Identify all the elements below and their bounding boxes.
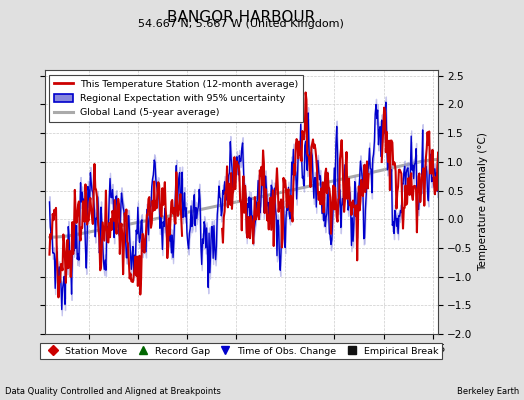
- Text: 54.667 N, 5.667 W (United Kingdom): 54.667 N, 5.667 W (United Kingdom): [138, 19, 344, 29]
- Text: Berkeley Earth: Berkeley Earth: [456, 387, 519, 396]
- Y-axis label: Temperature Anomaly (°C): Temperature Anomaly (°C): [478, 132, 488, 272]
- Text: BANGOR HARBOUR: BANGOR HARBOUR: [167, 10, 315, 25]
- Text: Data Quality Controlled and Aligned at Breakpoints: Data Quality Controlled and Aligned at B…: [5, 387, 221, 396]
- Legend: Station Move, Record Gap, Time of Obs. Change, Empirical Break: Station Move, Record Gap, Time of Obs. C…: [40, 343, 442, 359]
- Legend: This Temperature Station (12-month average), Regional Expectation with 95% uncer: This Temperature Station (12-month avera…: [49, 75, 303, 122]
